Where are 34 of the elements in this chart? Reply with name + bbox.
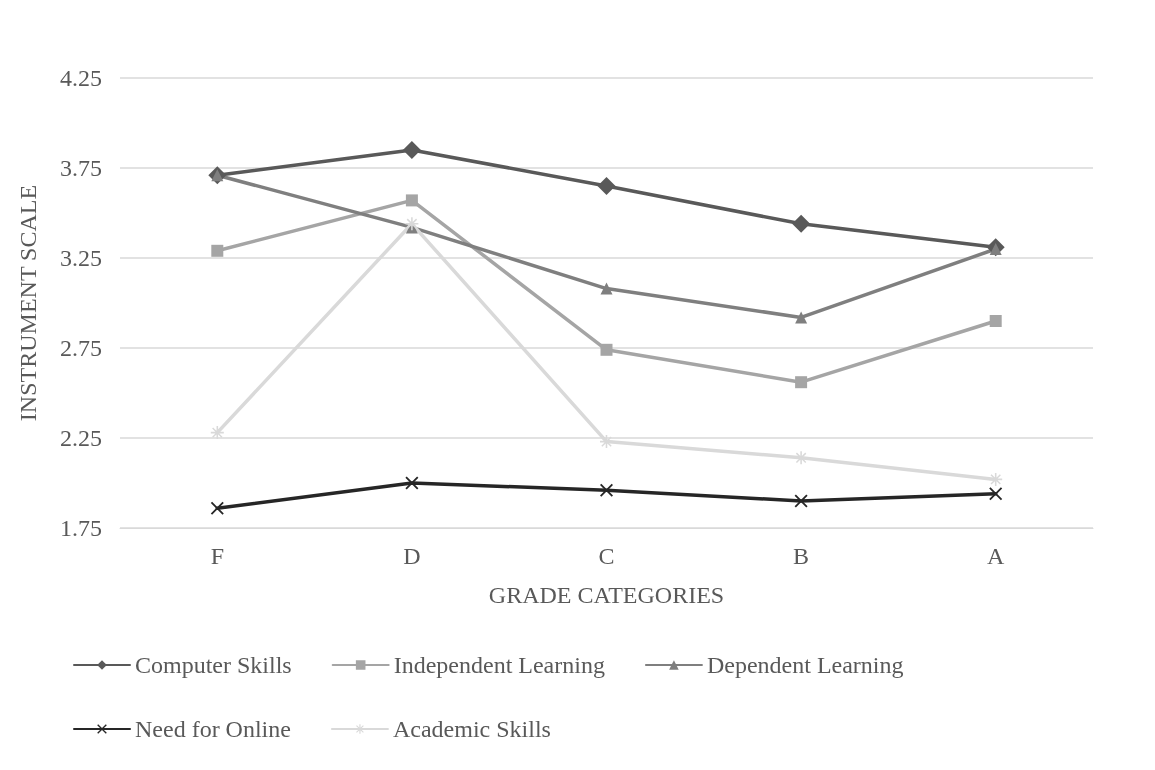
point (597, 177, 616, 195)
y-tick-label: 1.75 (60, 515, 102, 541)
x-tick-label: A (987, 543, 1006, 569)
point (405, 194, 418, 207)
point (792, 214, 811, 233)
x-tick-label: D (403, 543, 421, 569)
legend-label: Need for Online (135, 716, 291, 742)
legend-label: Dependent Learning (706, 652, 904, 678)
point (405, 217, 419, 231)
x-tick-label: B (793, 543, 810, 569)
point (794, 494, 808, 508)
legend-label: Independent Learning (393, 652, 605, 678)
y-tick-label: 3.75 (60, 155, 102, 181)
y-tick-label: 4.25 (60, 65, 102, 91)
point (989, 487, 1003, 501)
point (210, 501, 224, 515)
point (795, 376, 808, 389)
y-axis-title: INSTRUMENT SCALE (15, 184, 41, 422)
point (795, 311, 808, 324)
legend-label: Academic Skills (392, 716, 551, 742)
point (989, 315, 1002, 327)
x-axis-title: GRADE CATEGORIES (488, 582, 725, 608)
point (600, 343, 613, 356)
x-tick-label: C (598, 543, 615, 569)
point (600, 282, 613, 295)
y-tick-label: 2.75 (60, 335, 102, 361)
point (405, 476, 419, 490)
point (402, 141, 421, 159)
point (794, 451, 808, 465)
y-tick-label: 2.25 (60, 425, 102, 451)
y-tick-label: 3.25 (60, 245, 102, 271)
point (211, 244, 224, 257)
x-tick-label: F (210, 543, 224, 569)
legend-label: Computer Skills (135, 652, 292, 678)
